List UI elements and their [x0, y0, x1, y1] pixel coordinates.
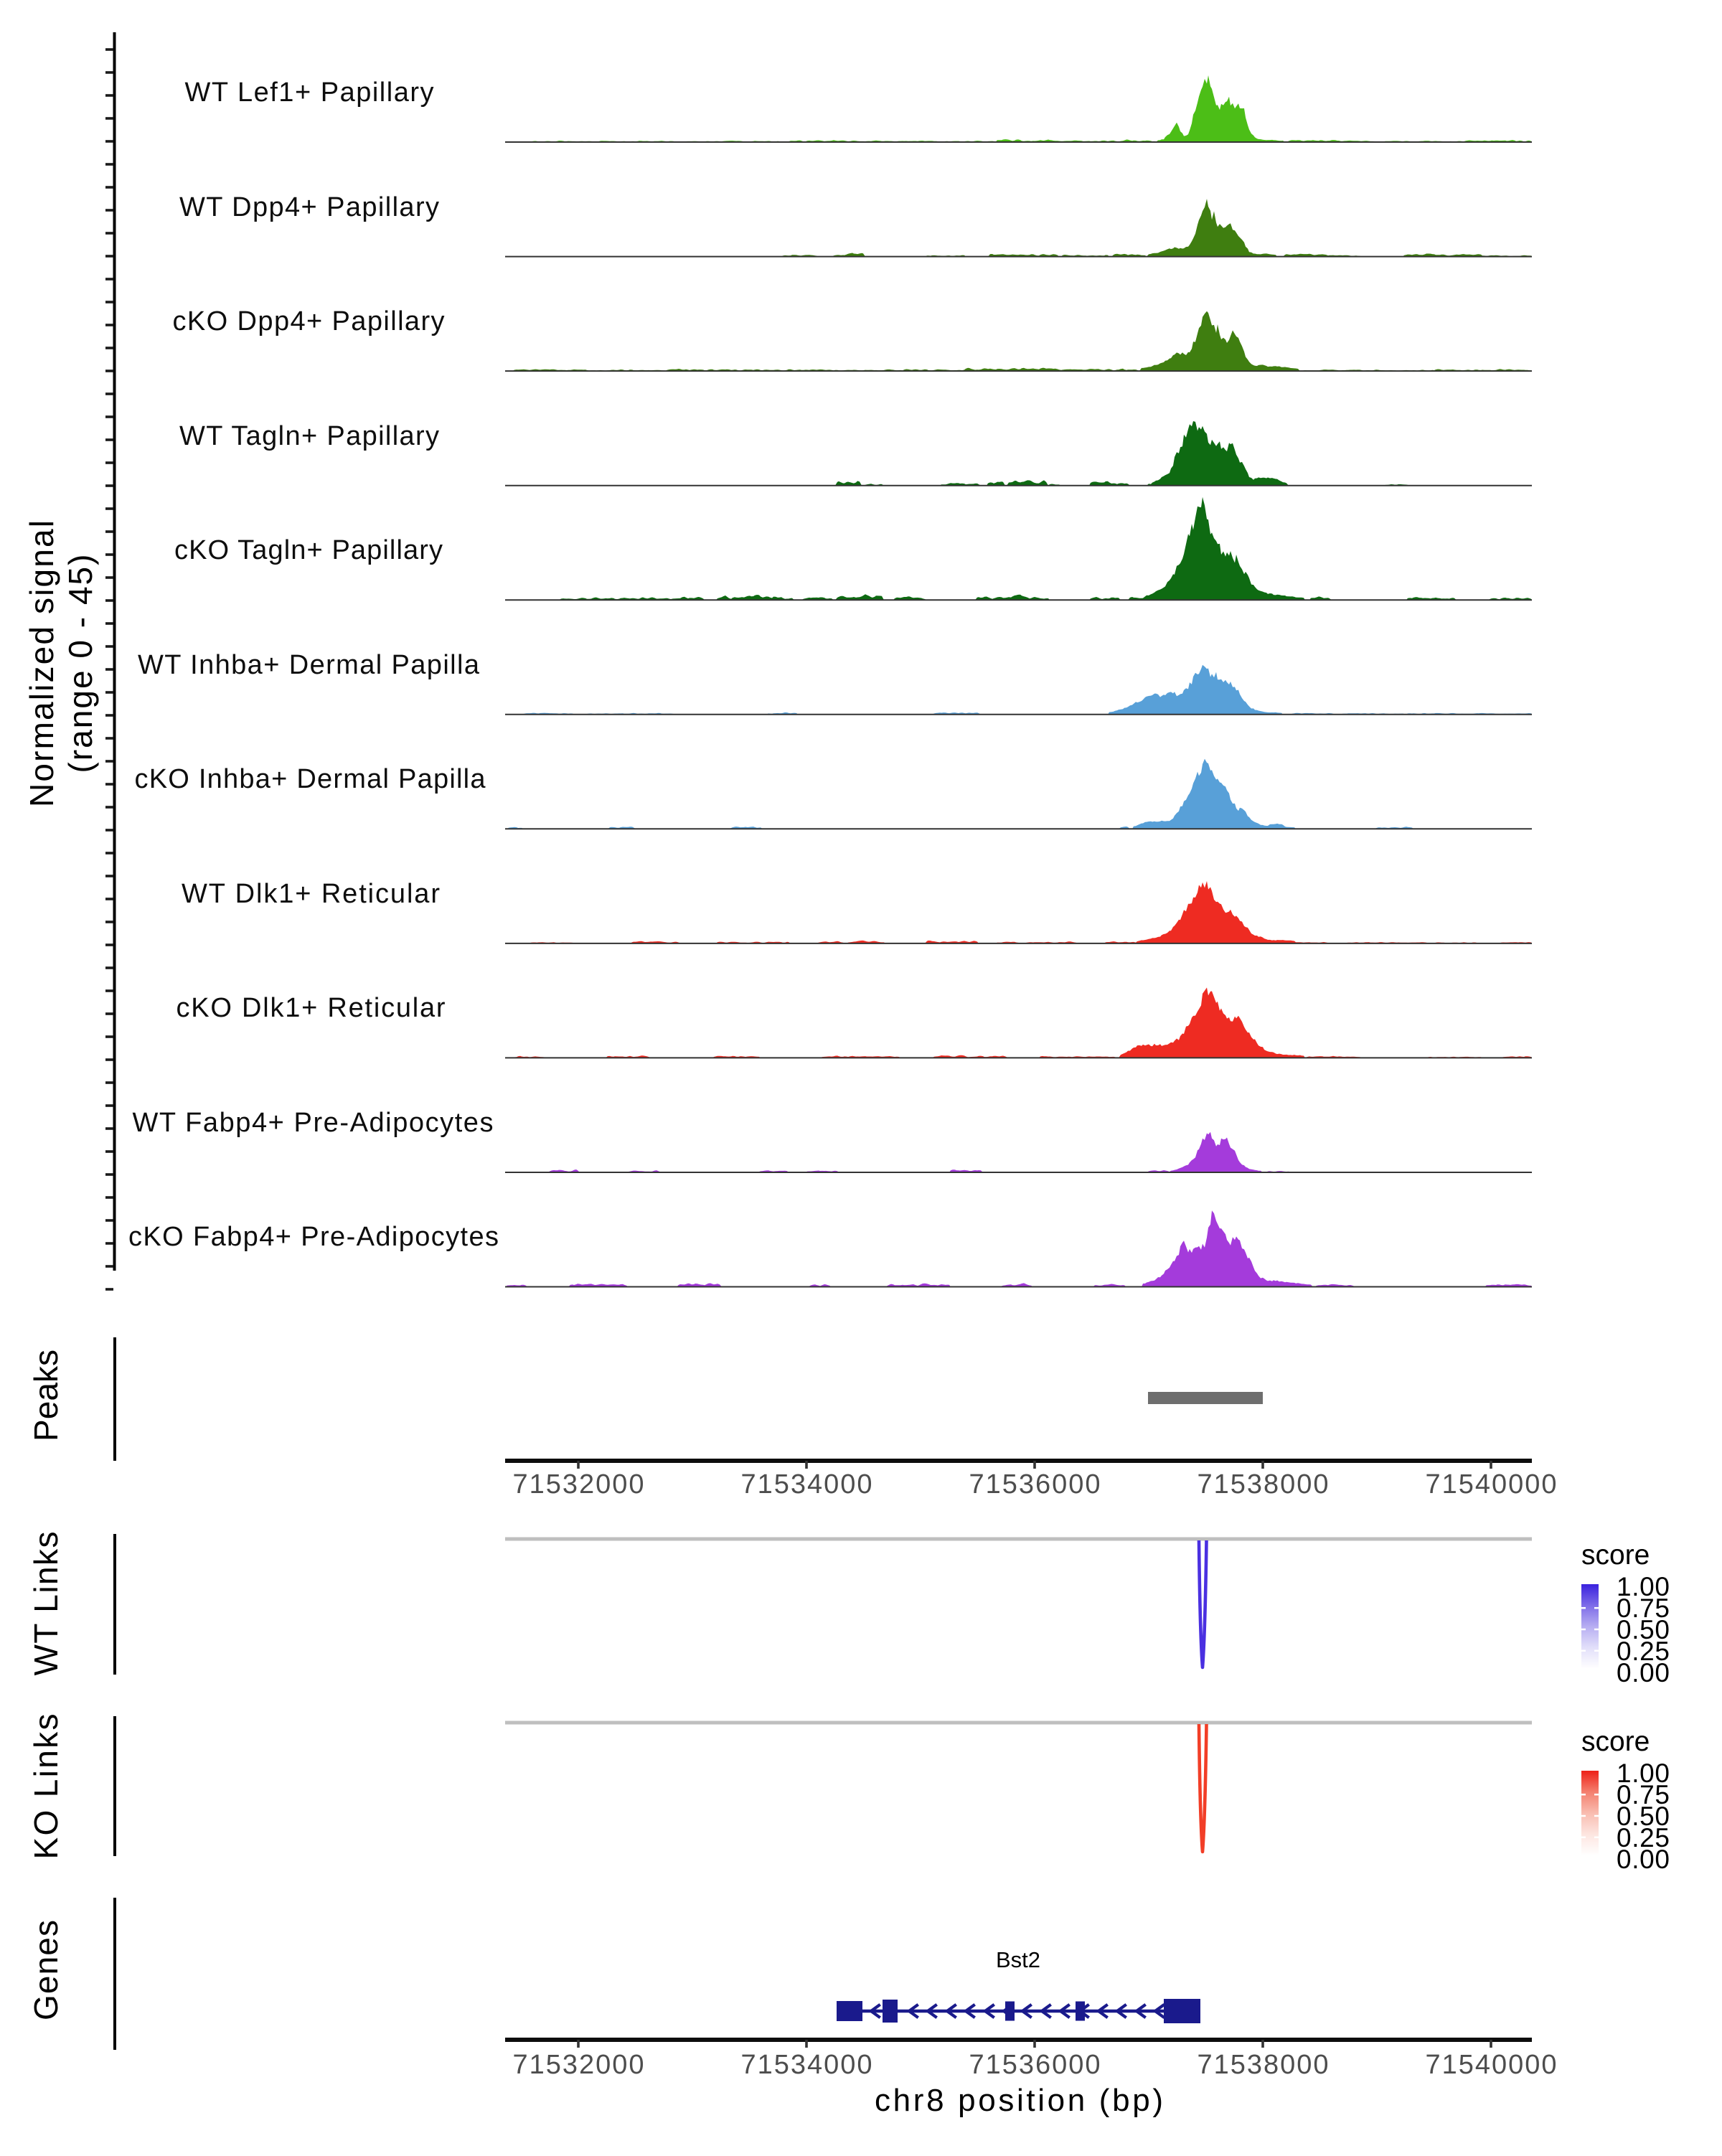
svg-text:71540000: 71540000: [1426, 2050, 1557, 2080]
svg-text:71538000: 71538000: [1198, 1469, 1329, 1500]
svg-text:WT Fabp4+ Pre-Adipocytes: WT Fabp4+ Pre-Adipocytes: [133, 1108, 494, 1138]
svg-text:71532000: 71532000: [513, 2050, 644, 2080]
svg-text:WT Dlk1+ Reticular: WT Dlk1+ Reticular: [182, 879, 440, 909]
svg-text:0.75: 0.75: [1617, 1594, 1670, 1623]
svg-text:Peaks: Peaks: [27, 1350, 65, 1441]
svg-text:cKO Dlk1+ Reticular: cKO Dlk1+ Reticular: [177, 993, 446, 1023]
svg-text:71536000: 71536000: [969, 2050, 1101, 2080]
svg-text:Bst2: Bst2: [996, 1947, 1040, 1972]
svg-text:1.00: 1.00: [1617, 1572, 1670, 1601]
svg-text:cKO Fabp4+ Pre-Adipocytes: cKO Fabp4+ Pre-Adipocytes: [128, 1222, 499, 1252]
svg-text:71538000: 71538000: [1198, 2050, 1329, 2080]
svg-text:71534000: 71534000: [741, 2050, 872, 2080]
svg-text:cKO Inhba+ Dermal Papilla: cKO Inhba+ Dermal Papilla: [135, 764, 486, 794]
svg-text:71540000: 71540000: [1426, 1469, 1557, 1500]
svg-text:Genes: Genes: [27, 1920, 65, 2020]
svg-text:(range 0 - 45): (range 0 - 45): [62, 555, 99, 773]
svg-text:0.50: 0.50: [1617, 1802, 1670, 1831]
svg-text:WT Dpp4+ Papillary: WT Dpp4+ Papillary: [179, 192, 439, 222]
svg-text:0.50: 0.50: [1617, 1615, 1670, 1644]
svg-text:0.00: 0.00: [1617, 1845, 1670, 1874]
svg-text:cKO Dpp4+ Papillary: cKO Dpp4+ Papillary: [173, 306, 445, 336]
svg-text:WT Links: WT Links: [27, 1532, 65, 1676]
svg-text:71534000: 71534000: [741, 1469, 872, 1500]
svg-text:Normalized signal: Normalized signal: [23, 520, 60, 807]
svg-text:0.25: 0.25: [1617, 1637, 1670, 1666]
svg-text:0.75: 0.75: [1617, 1780, 1670, 1809]
svg-text:cKO Tagln+ Papillary: cKO Tagln+ Papillary: [174, 535, 443, 565]
svg-text:score: score: [1581, 1726, 1650, 1757]
svg-text:WT Lef1+ Papillary: WT Lef1+ Papillary: [185, 77, 434, 108]
svg-text:KO Links: KO Links: [27, 1714, 65, 1860]
svg-text:0.00: 0.00: [1617, 1658, 1670, 1687]
svg-text:71536000: 71536000: [969, 1469, 1101, 1500]
svg-text:score: score: [1581, 1540, 1650, 1571]
svg-text:chr8 position (bp): chr8 position (bp): [875, 2083, 1163, 2118]
svg-text:0.25: 0.25: [1617, 1823, 1670, 1853]
svg-text:WT Tagln+ Papillary: WT Tagln+ Papillary: [179, 421, 439, 451]
svg-text:71532000: 71532000: [513, 1469, 644, 1500]
svg-text:1.00: 1.00: [1617, 1759, 1670, 1788]
